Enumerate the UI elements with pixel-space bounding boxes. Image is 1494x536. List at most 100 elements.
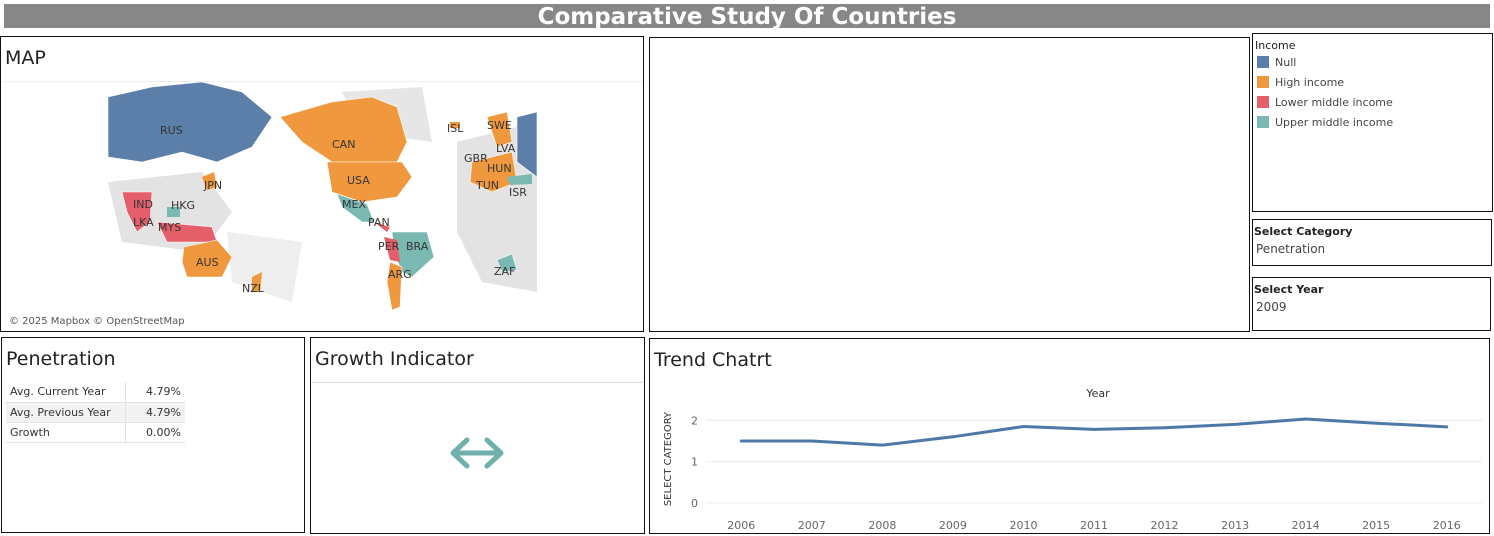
map-label: GBR: [464, 152, 488, 165]
x-tick-label: 2007: [798, 519, 826, 532]
filter-title: Select Category: [1254, 225, 1353, 238]
map-label: HUN: [487, 162, 512, 175]
row-value: 4.79%: [124, 402, 185, 423]
map-label: NZL: [242, 282, 265, 295]
map-label: JPN: [203, 179, 222, 192]
legend-label: High income: [1275, 76, 1345, 89]
series-line[interactable]: [741, 417, 1447, 447]
legend-swatch: [1257, 56, 1269, 68]
data-point[interactable]: [1445, 425, 1449, 429]
row-value: 0.00%: [124, 422, 185, 443]
map-label: RUS: [160, 124, 183, 137]
select-year-filter[interactable]: Select Year 2009: [1252, 277, 1491, 331]
legend-item-lower-middle-income[interactable]: Lower middle income: [1257, 96, 1393, 110]
country-usa[interactable]: [326, 161, 413, 203]
country-can[interactable]: [279, 96, 408, 163]
data-point[interactable]: [1092, 427, 1096, 431]
category-value[interactable]: Penetration: [1256, 242, 1326, 256]
y-tick-label: 1: [691, 456, 698, 469]
row-value: 4.79%: [124, 382, 185, 403]
data-point[interactable]: [810, 439, 814, 443]
map-label: IND: [133, 198, 153, 211]
legend-label: Lower middle income: [1275, 96, 1393, 109]
data-point[interactable]: [1304, 417, 1308, 421]
data-point[interactable]: [1233, 422, 1237, 426]
x-tick-label: 2010: [1009, 519, 1037, 532]
map-label: HKG: [171, 199, 195, 212]
income-legend: Income Null High income Lower middle inc…: [1252, 33, 1493, 212]
growth-title: Growth Indicator: [315, 348, 474, 370]
year-value[interactable]: 2009: [1256, 300, 1287, 314]
y-tick-label: 0: [691, 497, 698, 510]
filter-title: Select Year: [1254, 283, 1324, 296]
country-arg[interactable]: [386, 261, 403, 311]
legend-label: Upper middle income: [1275, 116, 1394, 129]
data-point[interactable]: [1021, 424, 1025, 428]
penetration-title: Penetration: [6, 348, 116, 370]
legend-item-high-income[interactable]: High income: [1257, 76, 1344, 90]
country-swe[interactable]: [486, 111, 513, 148]
select-category-filter[interactable]: Select Category Penetration: [1252, 219, 1492, 266]
legend-item-null[interactable]: Null: [1257, 56, 1296, 70]
data-point[interactable]: [1374, 421, 1378, 425]
table-row[interactable]: Growth 0.00%: [6, 422, 185, 443]
country-aus[interactable]: [181, 239, 233, 278]
map-label: PAN: [368, 216, 390, 229]
country-mys[interactable]: [167, 207, 180, 217]
legend-title: Income: [1255, 39, 1296, 52]
penetration-panel: Penetration Avg. Current Year 4.79% Avg. …: [1, 337, 305, 533]
country-per[interactable]: [384, 237, 400, 262]
growth-indicator-area: [312, 382, 643, 532]
x-tick-label: 2011: [1080, 519, 1108, 532]
map-label: SWE: [487, 119, 512, 132]
map-label: BRA: [406, 240, 429, 253]
trend-chart[interactable]: Year SELECT CATEGORY 2006 2007 2008 2009 201…: [650, 339, 1489, 533]
table-row[interactable]: Avg. Current Year 4.79%: [6, 382, 185, 403]
dashboard-title: Comparative Study Of Countries: [4, 4, 1490, 28]
map-label: CAN: [332, 138, 355, 151]
country-jpn[interactable]: [202, 172, 217, 190]
map-label: ISR: [509, 186, 527, 199]
row-label: Growth: [6, 422, 125, 443]
map-label: ISL: [447, 122, 464, 135]
row-label: Avg. Previous Year: [6, 402, 125, 423]
data-point[interactable]: [1163, 426, 1167, 430]
legend-label: Null: [1275, 56, 1297, 69]
growth-indicator-panel: Growth Indicator: [310, 337, 645, 534]
country-central-america[interactable]: [374, 222, 390, 232]
data-point[interactable]: [951, 435, 955, 439]
country-nzl[interactable]: [252, 272, 262, 292]
map-label: USA: [347, 174, 370, 187]
row-label: Avg. Current Year: [6, 382, 125, 403]
y-axis-title: SELECT CATEGORY: [663, 411, 674, 506]
data-point[interactable]: [880, 443, 884, 447]
trend-chart-panel: Trend Chatrt Year SELECT CATEGORY 2006 20…: [649, 338, 1490, 534]
country-isr[interactable]: [507, 174, 532, 185]
map-label: PER: [378, 240, 400, 253]
country-rus[interactable]: [107, 82, 273, 163]
map-label: ZAF: [494, 265, 515, 278]
map-credit: © 2025 Mapbox © OpenStreetMap: [9, 316, 185, 327]
empty-sheet-panel: [649, 37, 1250, 332]
x-tick-label: 2015: [1362, 519, 1390, 532]
country-europe-high[interactable]: [469, 151, 518, 193]
x-tick-label: 2012: [1151, 519, 1179, 532]
x-tick-label: 2006: [727, 519, 755, 532]
penetration-table: Avg. Current Year 4.79% Avg. Previous Yea…: [6, 382, 185, 443]
country-mex[interactable]: [336, 193, 375, 223]
country-rus-west[interactable]: [516, 111, 538, 178]
map-label: MEX: [342, 198, 366, 211]
legend-swatch: [1257, 96, 1269, 108]
table-row[interactable]: Avg. Previous Year 4.79%: [6, 402, 185, 423]
country-ind[interactable]: [121, 191, 153, 233]
x-tick-label: 2009: [939, 519, 967, 532]
data-point[interactable]: [739, 439, 743, 443]
country-isl[interactable]: [450, 122, 460, 128]
map-title: MAP: [5, 47, 46, 69]
world-map[interactable]: RUS CAN USA MEX PAN PER BRA ARG ISL SWE …: [2, 81, 643, 331]
legend-item-upper-middle-income[interactable]: Upper middle income: [1257, 116, 1393, 130]
country-zaf[interactable]: [496, 253, 518, 273]
x-axis-title: Year: [1085, 387, 1110, 400]
map-label: TUN: [475, 179, 499, 192]
map-label: LVA: [496, 142, 516, 155]
